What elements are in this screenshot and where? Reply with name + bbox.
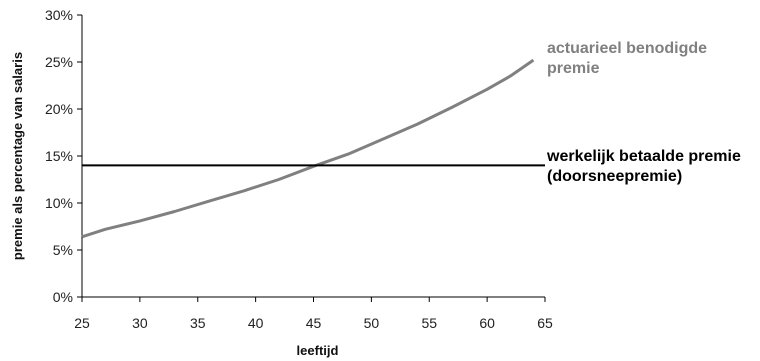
x-tick-label: 55 — [421, 315, 437, 331]
y-axis-title: premie als percentage van salaris — [10, 52, 25, 260]
series-line-1 — [81, 58, 535, 239]
x-axis-title: leeftijd — [297, 343, 339, 358]
series-label-1: actuarieel benodigde — [547, 40, 707, 57]
y-tick-label: 5% — [53, 242, 73, 258]
y-tick-label: 20% — [45, 101, 73, 117]
x-tick-labels: 25 30 35 40 45 50 55 60 65 — [74, 297, 553, 331]
x-tick-label: 30 — [132, 315, 148, 331]
series-label-1: premie — [547, 60, 600, 77]
y-tick-labels: 0% 5% 10% 15% 20% 25% 30% — [45, 7, 82, 305]
x-tick-label: 50 — [364, 315, 380, 331]
y-tick-label: 30% — [45, 7, 73, 23]
series-layer — [81, 58, 545, 239]
x-tick-label: 60 — [479, 315, 495, 331]
x-tick-label: 45 — [306, 315, 322, 331]
x-tick-label: 25 — [74, 315, 90, 331]
series-labels: actuarieel benodigde premie werkelijk beta… — [546, 40, 741, 185]
x-tick-label: 65 — [537, 315, 553, 331]
series-label-2: werkelijk betaalde premie — [546, 148, 741, 165]
x-tick-label: 40 — [248, 315, 264, 331]
y-tick-label: 10% — [45, 195, 73, 211]
y-tick-label: 15% — [45, 148, 73, 164]
y-tick-label: 0% — [53, 289, 73, 305]
series-label-2: (doorsneepremie) — [547, 168, 682, 185]
y-tick-label: 25% — [45, 54, 73, 70]
x-tick-label: 35 — [190, 315, 206, 331]
